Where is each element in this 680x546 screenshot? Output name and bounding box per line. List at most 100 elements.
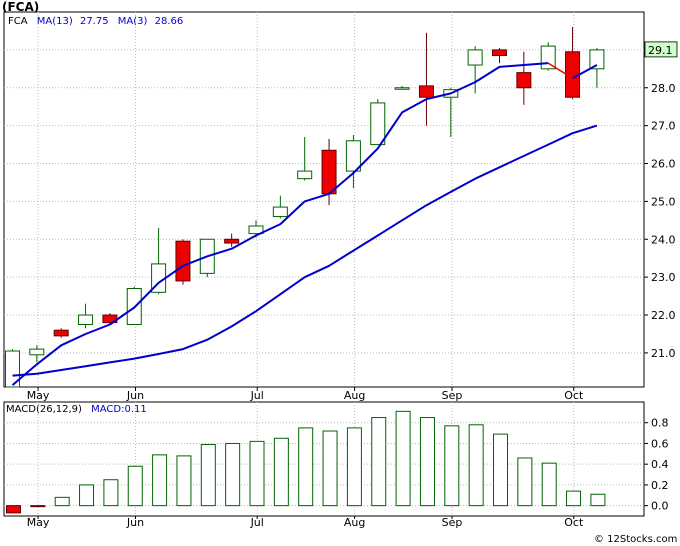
legend-ma3-value: 28.66 xyxy=(155,16,184,27)
macd-month-label: Jul xyxy=(250,516,264,529)
price-ytick-label: 26.0 xyxy=(651,158,676,171)
candle-body xyxy=(492,49,507,57)
candle xyxy=(467,46,483,94)
macd-ytick-label: 0.0 xyxy=(651,500,669,513)
candle-body xyxy=(53,329,69,337)
candle-body xyxy=(418,85,434,98)
candle xyxy=(492,47,507,64)
month-label: Oct xyxy=(564,389,584,402)
candle xyxy=(5,349,20,388)
price-ytick-label: 24.0 xyxy=(651,233,676,246)
last-price-marker: 29.1 xyxy=(644,41,678,58)
macd-bar xyxy=(298,427,314,507)
candle xyxy=(78,303,94,329)
macd-bar xyxy=(152,454,168,507)
macd-bar xyxy=(225,442,241,507)
candle-body xyxy=(175,240,191,282)
macd-bar xyxy=(103,479,119,507)
price-legend: FCA MA(13) 27.75 MA(3) 28.66 xyxy=(8,16,183,27)
candle xyxy=(224,233,240,247)
macd-month-label: Sep xyxy=(442,516,463,529)
candle xyxy=(29,345,45,363)
candle-body xyxy=(370,102,386,146)
candle-body xyxy=(467,49,483,66)
macd-y-axis: 0.0 0.2 0.4 0.6 0.8 xyxy=(644,417,669,513)
macd-bar xyxy=(468,424,484,507)
month-label: Jul xyxy=(250,389,264,402)
macd-month-axis: May Jun Jul Aug Sep Oct xyxy=(27,516,584,529)
macd-ytick-label: 0.6 xyxy=(651,437,669,450)
macd-bar xyxy=(6,505,21,514)
candle xyxy=(272,195,288,219)
legend-ma3-label: MA(3) xyxy=(118,16,148,27)
macd-bar xyxy=(79,484,95,507)
candle-body xyxy=(272,206,288,218)
macd-bar xyxy=(419,417,435,507)
macd-bar xyxy=(395,410,411,507)
candle-body xyxy=(224,238,240,244)
candle xyxy=(297,137,313,181)
macd-bar xyxy=(493,433,508,507)
candle xyxy=(345,135,361,189)
legend-symbol: FCA xyxy=(8,16,28,27)
price-ytick-label: 28.0 xyxy=(651,82,676,95)
macd-bar xyxy=(444,425,460,507)
candle xyxy=(53,328,69,338)
last-price-box xyxy=(644,41,678,58)
macd-bar xyxy=(517,457,533,507)
macd-ytick-label: 0.8 xyxy=(651,417,669,430)
candle xyxy=(394,85,410,90)
price-ytick-label: 21.0 xyxy=(651,347,676,360)
macd-bar xyxy=(541,462,557,507)
macd-bar xyxy=(273,437,289,507)
ma3-line xyxy=(11,62,549,386)
macd-bar xyxy=(176,455,192,507)
ma3-line-last xyxy=(572,64,598,80)
candle-body xyxy=(78,314,94,326)
candle-body xyxy=(248,225,264,235)
macd-bar xyxy=(200,443,216,507)
month-label: Sep xyxy=(442,389,463,402)
macd-month-label: Oct xyxy=(564,516,584,529)
month-label: May xyxy=(27,389,50,402)
candle xyxy=(516,51,532,105)
legend-ma13-value: 27.75 xyxy=(80,16,109,27)
ma3-line-recent xyxy=(547,62,573,79)
macd-month-label: Aug xyxy=(344,516,365,529)
candle xyxy=(589,47,605,88)
macd-bar xyxy=(30,505,46,508)
legend-ma13-label: MA(13) xyxy=(37,16,73,27)
last-price-text: 29.1 xyxy=(648,44,673,57)
chart-title: (FCA) xyxy=(2,0,39,14)
macd-bar xyxy=(54,496,70,507)
macd-bar xyxy=(127,465,143,507)
candle-body xyxy=(394,87,410,90)
candle-body xyxy=(345,140,361,172)
macd-bar xyxy=(371,417,387,507)
price-y-axis: 21.022.023.024.025.026.027.028.029.0 xyxy=(644,44,676,360)
candle-body xyxy=(589,49,605,70)
candle xyxy=(418,32,434,126)
macd-bar xyxy=(566,490,582,507)
macd-bar xyxy=(590,493,606,507)
candle-body xyxy=(5,350,20,388)
macd-bar xyxy=(322,430,338,507)
macd-ytick-label: 0.4 xyxy=(651,458,669,471)
macd-month-label: Jun xyxy=(126,516,144,529)
candles xyxy=(5,27,605,388)
macd-legend-value: MACD:0.11 xyxy=(91,404,147,415)
month-label: Jun xyxy=(126,389,144,402)
price-ytick-label: 27.0 xyxy=(651,120,676,133)
price-ytick-label: 22.0 xyxy=(651,309,676,322)
candle xyxy=(175,239,191,285)
price-ytick-label: 25.0 xyxy=(651,195,676,208)
macd-bar xyxy=(249,440,265,507)
macd-month-label: May xyxy=(27,516,50,529)
candle-body xyxy=(29,348,45,356)
moving-averages xyxy=(11,62,598,386)
candle xyxy=(370,99,386,146)
watermark: © 12Stocks.com xyxy=(594,534,677,545)
month-axis: May Jun Jul Aug Sep Oct xyxy=(27,387,584,402)
macd-legend-label: MACD(26,12,9) xyxy=(6,404,82,415)
